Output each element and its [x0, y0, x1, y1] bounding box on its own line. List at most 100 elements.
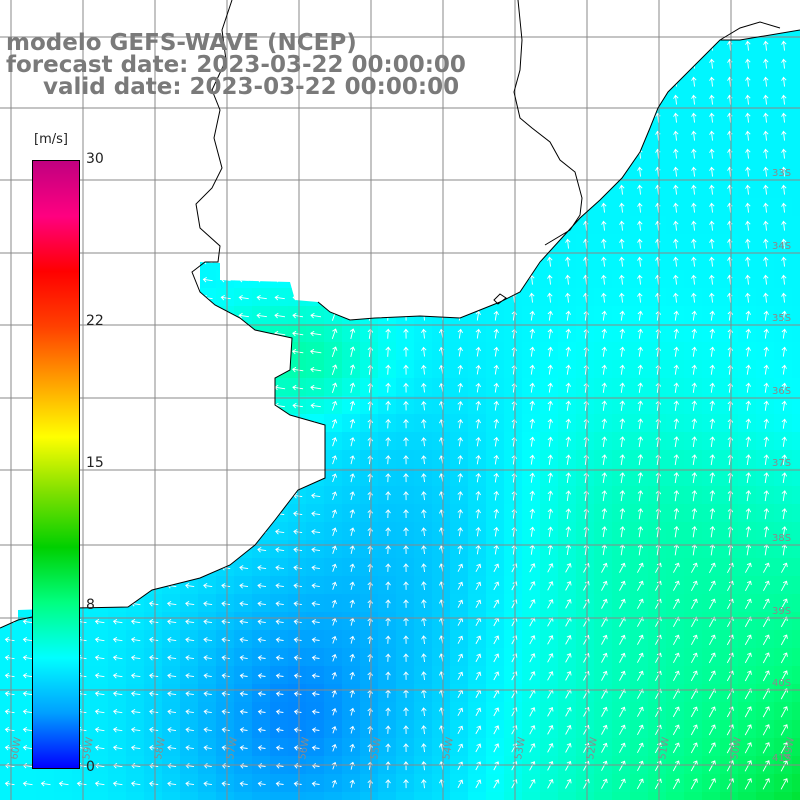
wind-arrow — [331, 527, 338, 537]
speed-cell — [756, 288, 775, 307]
speed-cell — [558, 486, 577, 505]
speed-cell — [180, 648, 199, 667]
speed-cell — [684, 738, 703, 757]
wind-arrow — [601, 328, 607, 339]
wind-arrow — [637, 454, 644, 466]
speed-cell — [234, 648, 253, 667]
wind-arrow — [565, 634, 572, 645]
wind-arrow — [691, 166, 697, 177]
wind-arrow — [565, 256, 571, 267]
speed-cell — [576, 342, 595, 361]
speed-cell — [684, 558, 703, 577]
speed-cell — [324, 720, 343, 739]
speed-cell — [486, 612, 505, 631]
speed-cell — [396, 504, 415, 523]
speed-cell — [540, 486, 559, 505]
speed-cell — [738, 684, 757, 703]
wind-arrow — [22, 655, 33, 661]
wind-arrow — [619, 346, 625, 357]
speed-cell — [684, 360, 703, 379]
wind-arrow — [583, 706, 590, 717]
speed-cell — [720, 468, 739, 487]
wind-arrow — [745, 436, 752, 447]
speed-cell — [774, 648, 793, 667]
wind-arrow — [726, 760, 734, 772]
speed-cell — [414, 720, 433, 739]
speed-cell — [612, 216, 631, 235]
wind-arrow — [349, 581, 355, 590]
speed-cell — [18, 630, 37, 649]
speed-cell — [324, 414, 343, 433]
wind-arrow — [637, 400, 644, 411]
title-model: modelo GEFS-WAVE (NCEP) — [6, 30, 357, 56]
wind-arrow — [149, 709, 159, 715]
speed-cell — [756, 252, 775, 271]
speed-cell — [702, 108, 721, 127]
wind-arrow — [781, 130, 787, 141]
wind-arrow — [385, 437, 391, 447]
wind-arrow — [601, 238, 607, 249]
speed-cell — [774, 180, 793, 199]
speed-cell — [216, 792, 235, 800]
wind-arrow — [203, 781, 212, 787]
speed-cell — [630, 324, 649, 343]
speed-cell — [90, 684, 109, 703]
wind-arrow — [691, 634, 698, 646]
speed-cell — [54, 774, 73, 793]
wind-arrow — [601, 598, 608, 609]
speed-cell — [432, 792, 451, 800]
wind-arrow — [763, 274, 769, 285]
speed-cell — [792, 720, 800, 739]
speed-cell — [630, 252, 649, 271]
wind-arrow — [292, 312, 304, 319]
wind-arrow — [403, 779, 409, 789]
wind-arrow — [637, 292, 643, 303]
speed-cell — [306, 504, 325, 523]
speed-cell — [666, 648, 685, 667]
speed-cell — [756, 738, 775, 757]
speed-cell — [774, 486, 793, 505]
speed-cell — [396, 396, 415, 415]
speed-cell — [90, 648, 109, 667]
speed-cell — [684, 522, 703, 541]
speed-cell — [378, 360, 397, 379]
speed-cell — [0, 738, 19, 757]
wind-arrow — [781, 166, 787, 177]
speed-cell — [576, 720, 595, 739]
speed-cell — [360, 612, 379, 631]
wind-arrow — [708, 742, 716, 754]
wind-arrow — [763, 202, 769, 213]
speed-cell — [666, 126, 685, 145]
speed-cell — [702, 270, 721, 289]
wind-arrow — [457, 581, 464, 590]
speed-cell — [162, 774, 181, 793]
wind-arrow — [293, 673, 302, 679]
speed-cell — [774, 360, 793, 379]
speed-cell — [126, 630, 145, 649]
speed-cell — [108, 612, 127, 631]
wind-arrow — [619, 526, 626, 538]
wind-arrow — [421, 581, 427, 591]
wind-arrow — [331, 653, 337, 662]
speed-cell — [666, 612, 685, 631]
wind-arrow — [311, 619, 320, 625]
wind-arrow — [619, 670, 626, 681]
speed-cell — [666, 162, 685, 181]
speed-cell — [720, 432, 739, 451]
wind-arrow — [529, 653, 536, 663]
wind-arrow — [727, 598, 734, 610]
speed-cell — [108, 792, 127, 800]
speed-cell — [612, 252, 631, 271]
speed-cell — [504, 342, 523, 361]
wind-arrow — [421, 328, 427, 339]
speed-cell — [342, 414, 361, 433]
speed-cell — [702, 252, 721, 271]
speed-cell — [234, 594, 253, 613]
speed-cell — [360, 630, 379, 649]
wind-arrow — [331, 400, 338, 411]
wind-arrow — [709, 454, 716, 466]
wind-arrow — [385, 779, 391, 789]
wind-arrow — [565, 778, 572, 789]
wind-arrow — [583, 652, 590, 663]
speed-cell — [504, 396, 523, 415]
